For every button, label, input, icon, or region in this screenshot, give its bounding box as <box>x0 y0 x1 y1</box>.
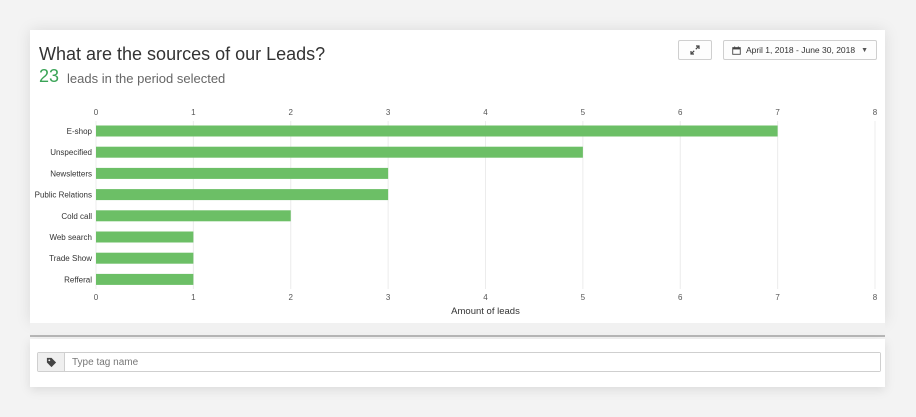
x-tick-label-bottom: 5 <box>581 293 586 302</box>
bar <box>96 189 389 201</box>
tag-input-group <box>37 352 881 372</box>
category-label: Web search <box>49 233 92 242</box>
x-tick-label-top: 7 <box>775 108 780 117</box>
date-range-picker[interactable]: April 1, 2018 - June 30, 2018 ▼ <box>723 40 877 60</box>
x-tick-label-top: 8 <box>873 108 878 117</box>
tag-name-input[interactable] <box>65 353 880 371</box>
chart-card: What are the sources of our Leads? 23 le… <box>30 30 885 323</box>
lead-count: 23 <box>39 66 60 86</box>
bar <box>96 252 194 264</box>
bar <box>96 210 291 222</box>
x-tick-label-bottom: 7 <box>775 293 780 302</box>
chart-title: What are the sources of our Leads? <box>39 44 326 64</box>
tag-panel <box>30 339 885 387</box>
x-tick-label-top: 5 <box>581 108 586 117</box>
x-tick-label-bottom: 3 <box>386 293 391 302</box>
x-tick-label-top: 2 <box>289 108 294 117</box>
category-label: Refferal <box>64 275 92 284</box>
x-tick-label-top: 3 <box>386 108 391 117</box>
date-range-label: April 1, 2018 - June 30, 2018 <box>745 45 856 55</box>
bar <box>96 273 194 285</box>
section-divider <box>30 323 885 337</box>
category-label: Unspecified <box>50 148 92 157</box>
tag-icon <box>38 353 65 371</box>
expand-icon <box>690 45 700 55</box>
x-tick-label-top: 6 <box>678 108 683 117</box>
bar <box>96 146 583 158</box>
bar-chart: 0 0 1 1 2 2 3 3 4 4 5 5 6 6 7 7 8 8 E-shop Unspecified Newsl… <box>35 108 878 317</box>
x-tick-label-bottom: 1 <box>191 293 196 302</box>
expand-button[interactable] <box>678 40 712 60</box>
bar <box>96 167 389 179</box>
calendar-icon <box>732 45 741 55</box>
x-axis-label: Amount of leads <box>451 306 520 317</box>
category-label: E-shop <box>67 127 93 136</box>
category-label: Newsletters <box>50 169 92 178</box>
x-tick-label-top: 0 <box>94 108 99 117</box>
bar <box>96 231 194 243</box>
category-label: Trade Show <box>49 254 92 263</box>
category-label: Cold call <box>61 212 92 221</box>
caret-down-icon: ▼ <box>861 46 869 54</box>
x-tick-label-bottom: 0 <box>94 293 99 302</box>
x-tick-label-bottom: 8 <box>873 293 878 302</box>
x-tick-label-top: 4 <box>483 108 488 117</box>
category-label: Public Relations <box>35 191 92 200</box>
x-tick-label-bottom: 4 <box>483 293 488 302</box>
x-tick-label-bottom: 2 <box>289 293 294 302</box>
lead-count-label: leads in the period selected <box>67 71 226 86</box>
bar <box>96 125 778 137</box>
x-tick-label-bottom: 6 <box>678 293 683 302</box>
x-tick-label-top: 1 <box>191 108 196 117</box>
